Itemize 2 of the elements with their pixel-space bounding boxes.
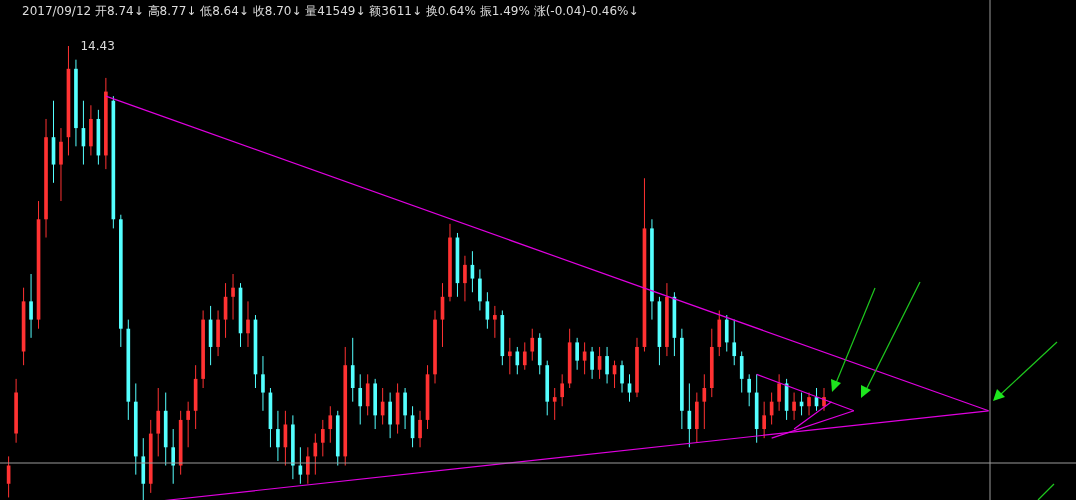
annotation: 14.43 [80,39,115,53]
text: 2017/09/12 开8.74↓ 高8.77↓ 低8.64↓ 收8.70↓ 量41549↓ 额3611↓ 换0.64% 振1.49% 涨(-0.04)-0.46%↓ [22,3,639,20]
